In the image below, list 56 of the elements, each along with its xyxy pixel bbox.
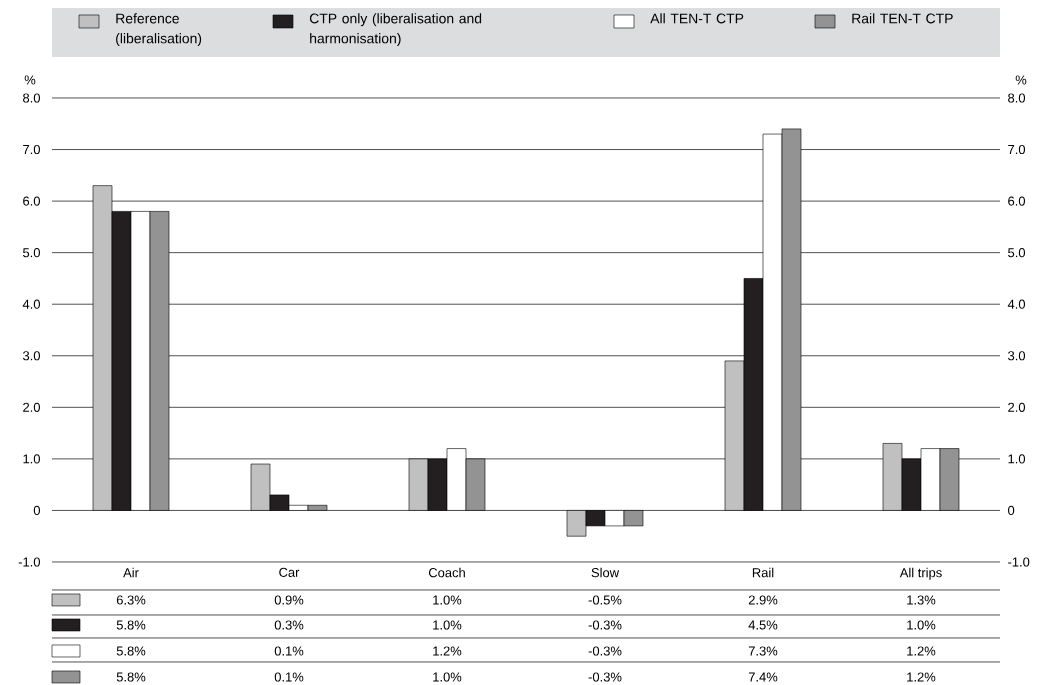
data-label: 1.0%: [433, 620, 462, 630]
y2-tick-label: 1.0: [1008, 454, 1026, 464]
data-label: 2.9%: [748, 595, 778, 605]
data-label: 5.8%: [116, 646, 146, 656]
x-tick-label: All trips: [899, 567, 942, 580]
data-label: -0.3%: [588, 646, 622, 656]
data-label: 1.2%: [907, 646, 936, 656]
y-tick-label: 4.0: [22, 299, 40, 309]
data-label: -0.3%: [588, 620, 622, 630]
x-tick-label: Air: [123, 567, 139, 578]
data-label: -0.5%: [588, 595, 622, 605]
data-label: 1.2%: [433, 646, 462, 656]
y2-tick-label: 7.0: [1008, 144, 1026, 155]
data-label: 7.4%: [748, 672, 778, 682]
data-label: 1.0%: [907, 620, 936, 630]
y2-tick-label: 8.0: [1008, 93, 1026, 103]
y-tick-label: 1.0: [23, 454, 40, 464]
y2-tick-label: 2.0: [1008, 402, 1026, 412]
y2-tick-label: 0: [1008, 505, 1015, 516]
data-label: 0.1%: [274, 672, 304, 682]
data-label: 1.0%: [433, 672, 462, 682]
data-label: 0.3%: [274, 620, 304, 630]
y2-tick-label: 3.0: [1008, 351, 1026, 361]
data-label: 5.8%: [116, 620, 146, 630]
x-tick-label: Car: [279, 567, 300, 577]
y-tick-label: 7.0: [23, 144, 40, 155]
y-tick-label: 8.0: [23, 93, 40, 103]
x-tick-label: Slow: [591, 567, 620, 578]
x-tick-label: Rail: [752, 567, 774, 578]
data-label: 1.2%: [907, 672, 936, 682]
y-tick-label: 2.0: [23, 402, 40, 412]
y2-tick-label: 6.0: [1008, 196, 1026, 206]
legend-label: Reference (liberalisation): [116, 13, 202, 47]
y-tick-label: 3.0: [22, 351, 40, 361]
y-tick-label: 5.0: [23, 248, 40, 258]
data-label: 1.3%: [907, 595, 936, 605]
data-label: 7.3%: [748, 646, 778, 656]
legend-label: Rail TEN-T CTP: [852, 13, 953, 24]
data-label: 6.3%: [116, 595, 146, 605]
y2-tick-label: -1.0: [1008, 557, 1030, 567]
y2-axis-title: %: [1015, 75, 1027, 85]
y-tick-label: -1.0: [18, 557, 40, 567]
data-label: 5.8%: [116, 672, 146, 682]
y2-tick-label: 5.0: [1008, 248, 1026, 258]
data-label: 4.5%: [748, 620, 778, 630]
x-tick-label: Coach: [428, 567, 465, 578]
y2-tick-label: 4.0: [1007, 299, 1026, 309]
legend-label: All TEN-T CTP: [650, 13, 744, 24]
data-label: 0.1%: [274, 646, 304, 656]
y-axis-title: %: [24, 75, 36, 85]
data-label: -0.3%: [588, 672, 622, 682]
data-label: 0.9%: [274, 595, 304, 605]
data-label: 1.0%: [433, 595, 462, 605]
y-tick-label: 0: [33, 505, 40, 516]
legend-label: CTP only (liberalisation and harmonisation): [309, 13, 482, 47]
y-tick-label: 6.0: [23, 196, 40, 206]
